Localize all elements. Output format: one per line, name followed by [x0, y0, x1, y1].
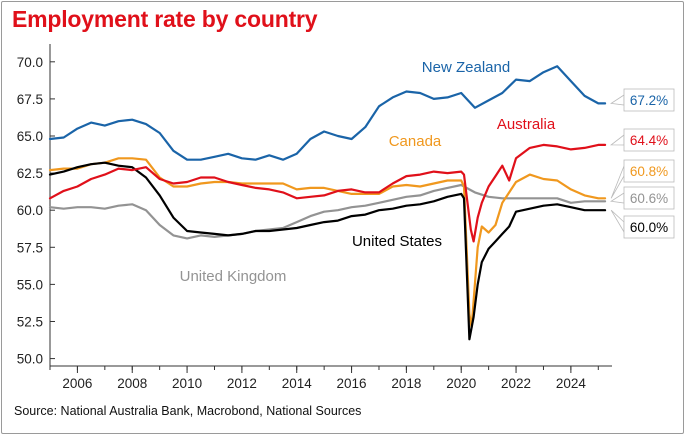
- y-tick-label: 70.0: [17, 55, 43, 70]
- x-tick-label: 2008: [117, 376, 147, 391]
- end-value-new-zealand: 67.2%: [630, 93, 668, 108]
- end-box-australia: [623, 128, 675, 152]
- y-tick-label: 50.0: [17, 352, 43, 367]
- x-tick-label: 2018: [391, 376, 421, 391]
- y-tick-label: 60.0: [17, 203, 43, 218]
- axes: 50.0 52.5 55.0 57.5 60.0 62.5 65.0 67.5 70.0 2006…: [17, 44, 612, 391]
- end-value-canada: 60.8%: [630, 164, 668, 179]
- x-tick-label: 2016: [337, 376, 367, 391]
- x-tick-label: 2022: [501, 376, 531, 391]
- chart-title: Employment rate by country: [12, 6, 318, 32]
- y-tick-label: 57.5: [17, 240, 43, 255]
- series-line-united-states: [48, 161, 607, 341]
- x-tick-label: 2014: [282, 376, 313, 391]
- end-box-united-states: [623, 215, 675, 239]
- x-tick-label: 2012: [227, 376, 257, 391]
- series-layer: [48, 65, 607, 341]
- end-box-new-zealand: [623, 88, 675, 112]
- end-value-australia: 64.4%: [630, 133, 668, 148]
- end-pointer-united-states: [610, 209, 625, 234]
- y-tick-label: 52.5: [17, 314, 43, 329]
- series-line-australia: [48, 143, 607, 243]
- end-box-canada: [623, 159, 675, 183]
- y-tick-label: 55.0: [17, 277, 43, 292]
- end-pointer-new-zealand: [610, 94, 625, 106]
- series-line-canada: [48, 157, 607, 329]
- source-note: Source: National Australia Bank, Macrobo…: [14, 404, 362, 418]
- end-value-united-kingdom: 60.6%: [630, 191, 668, 206]
- series-name-united-states: United States: [352, 233, 442, 250]
- x-tick-label: 2010: [172, 376, 202, 391]
- end-value-united-states: 60.0%: [630, 220, 668, 235]
- series-name-australia: Australia: [497, 116, 556, 133]
- end-pointer-australia: [609, 134, 625, 146]
- x-tick-label: 2020: [446, 376, 476, 391]
- end-box-united-kingdom: [623, 186, 675, 210]
- x-tick-label: 2006: [62, 376, 92, 391]
- series-name-canada: Canada: [389, 133, 442, 150]
- y-tick-label: 65.0: [17, 129, 43, 144]
- series-name-new-zealand: New Zealand: [422, 59, 510, 76]
- labels-layer: New Zealand Australia Canada United Kingdom…: [180, 59, 675, 285]
- series-line-united-kingdom: [48, 183, 607, 240]
- series-name-united-kingdom: United Kingdom: [180, 268, 287, 285]
- y-tick-label: 67.5: [17, 92, 43, 107]
- y-tick-label: 62.5: [17, 166, 43, 181]
- series-line-new-zealand: [48, 65, 607, 161]
- end-pointer-canada: [610, 165, 625, 199]
- x-tick-label: 2024: [556, 376, 587, 391]
